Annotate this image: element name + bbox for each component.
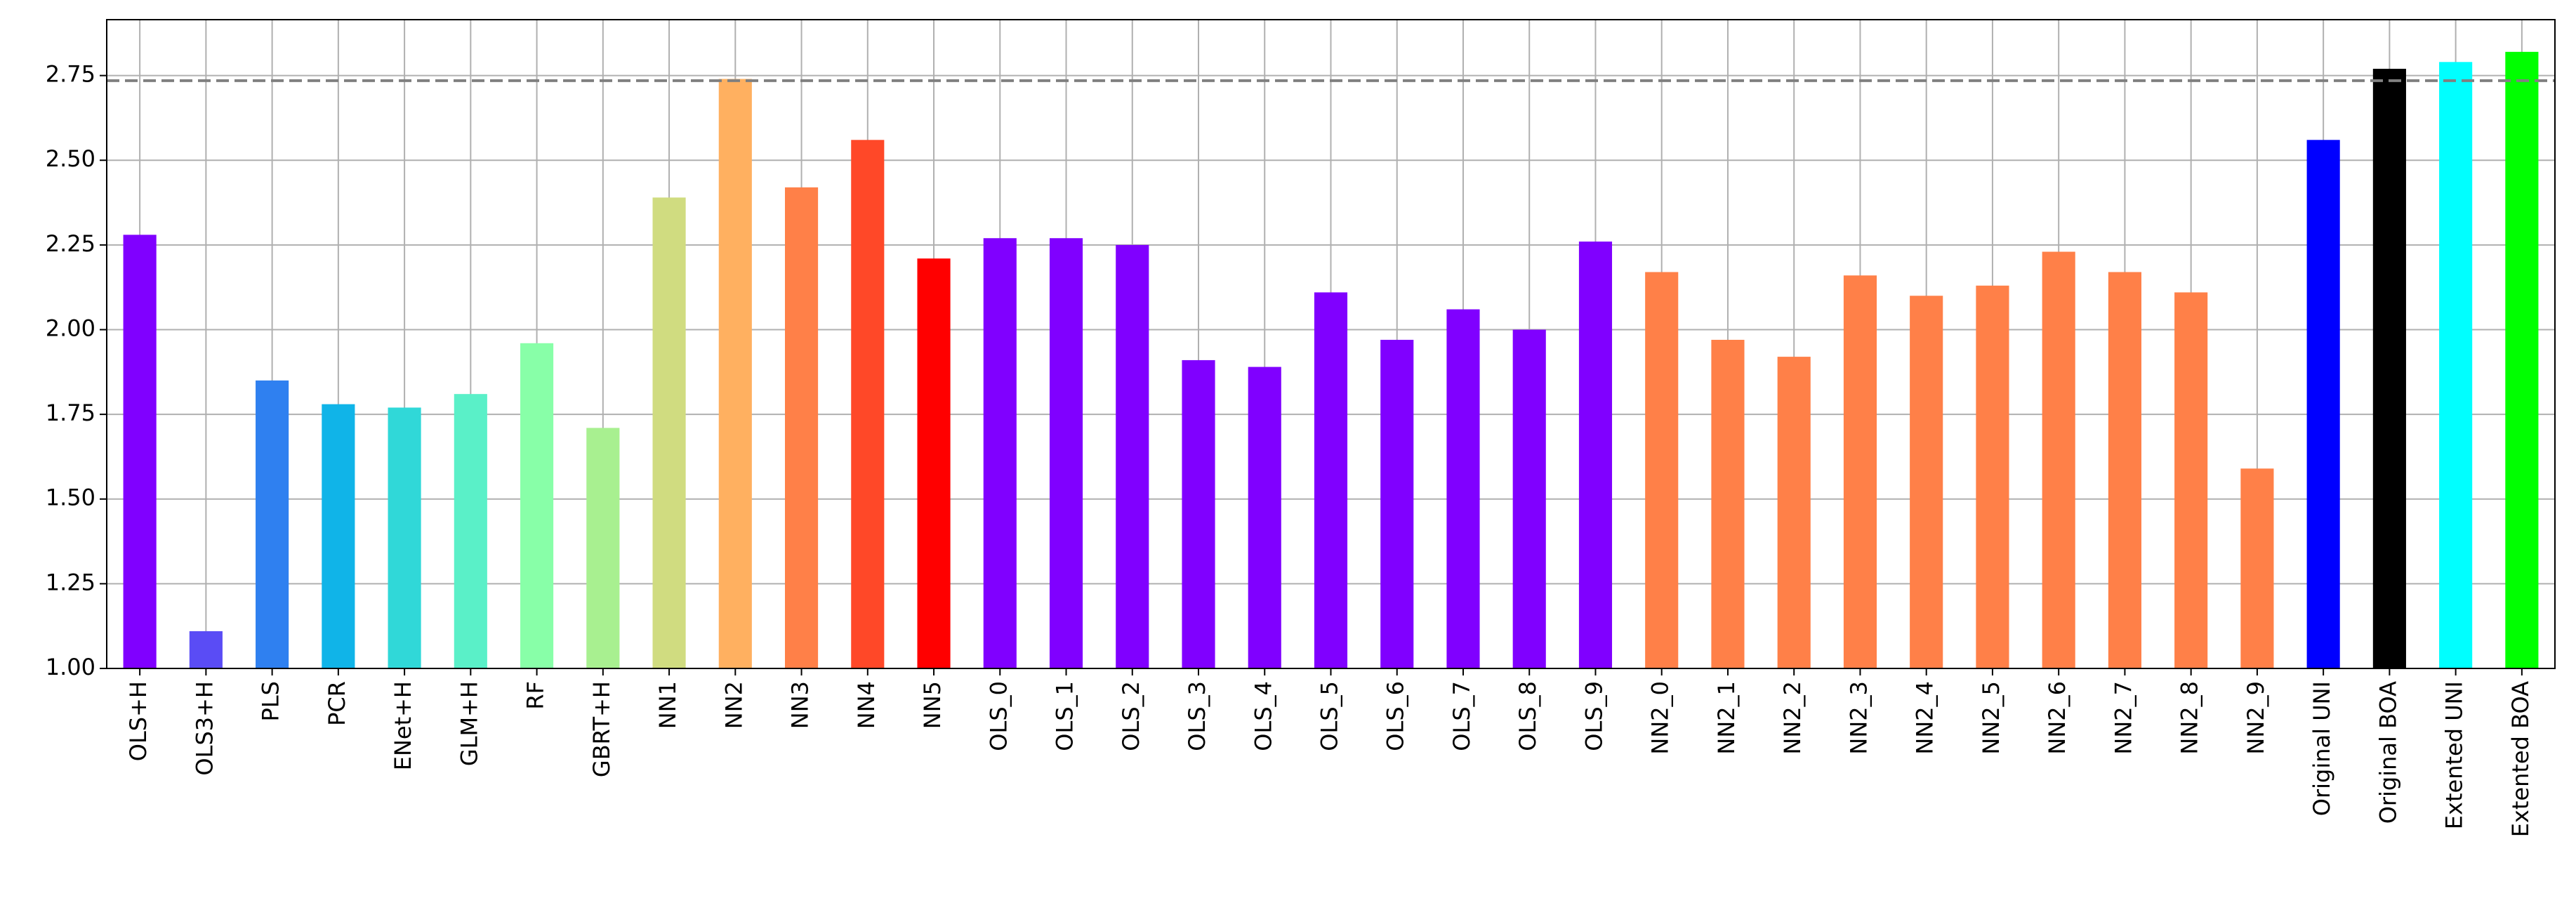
x-tick-label: OLS_4 <box>1250 681 1276 751</box>
bar <box>1910 296 1943 669</box>
bar <box>2042 251 2075 668</box>
bar <box>917 258 951 668</box>
bar <box>2174 292 2208 669</box>
bar <box>1976 285 2009 668</box>
bar <box>784 187 819 669</box>
bar <box>586 428 620 668</box>
x-tick-label: Original UNI <box>2309 681 2335 816</box>
x-tick-label: NN2 <box>720 681 747 729</box>
x-tick-label: OLS_8 <box>1514 681 1541 751</box>
bar <box>388 407 421 668</box>
x-tick-label: NN2_5 <box>1978 681 2004 755</box>
bar <box>2108 272 2141 668</box>
bar <box>983 238 1017 669</box>
x-tick-label: OLS_2 <box>1118 681 1144 751</box>
bar <box>1116 244 1149 669</box>
bar <box>1711 339 1745 668</box>
x-tick-label: GBRT+H <box>588 681 615 777</box>
x-tick-label: NN5 <box>919 681 946 729</box>
x-tick-label: NN4 <box>853 681 880 729</box>
bar <box>652 197 686 668</box>
y-tick-label: 1.25 <box>46 569 95 595</box>
bar <box>1380 339 1414 668</box>
x-tick-label: GLM+H <box>456 681 482 766</box>
x-tick-label: NN2_6 <box>2044 681 2070 755</box>
y-tick-label: 2.75 <box>46 61 95 88</box>
x-tick-label: NN2_2 <box>1779 681 1806 755</box>
bar <box>1645 272 1679 668</box>
x-tick-label: OLS_6 <box>1382 681 1409 751</box>
bar <box>2372 68 2406 669</box>
x-tick-label: OLS_1 <box>1052 681 1078 751</box>
x-tick-label: OLS_7 <box>1448 681 1475 751</box>
x-tick-label: OLS_0 <box>985 681 1012 751</box>
bar <box>718 79 752 668</box>
bar <box>1248 367 1281 668</box>
bar <box>1578 242 1613 669</box>
x-tick-label: OLS3+H <box>191 681 218 776</box>
x-tick-label: OLS+H <box>125 681 152 761</box>
x-tick-label: NN3 <box>787 681 814 729</box>
x-tick-label: Extented BOA <box>2507 681 2534 837</box>
y-tick-label: 1.00 <box>46 654 95 680</box>
x-tick-label: Extented UNI <box>2441 681 2468 829</box>
y-tick-label: 2.50 <box>46 145 95 172</box>
x-tick-label: OLS_9 <box>1580 681 1607 751</box>
x-tick-label: NN2_0 <box>1647 681 1674 755</box>
plot-frame <box>106 19 2556 669</box>
x-tick-label: NN2_4 <box>1912 681 1938 755</box>
x-tick-label: NN2_1 <box>1713 681 1740 755</box>
bar <box>454 394 487 668</box>
bar <box>1446 309 1480 668</box>
y-tick-label: 1.50 <box>46 484 95 511</box>
x-tick-label: RF <box>522 681 549 710</box>
bar <box>322 404 355 668</box>
bar <box>256 380 289 668</box>
y-tick-label: 2.25 <box>46 230 95 257</box>
x-tick-label: NN1 <box>654 681 681 729</box>
x-tick-label: PLS <box>258 681 284 721</box>
bar <box>2505 51 2539 668</box>
y-tick-label: 1.75 <box>46 400 95 426</box>
bar <box>851 140 885 669</box>
bar <box>1314 292 1348 669</box>
x-tick-label: NN2_7 <box>2110 681 2136 755</box>
bar <box>1182 359 1215 668</box>
x-tick-label: NN2_8 <box>2177 681 2203 755</box>
x-tick-label: PCR <box>324 681 350 726</box>
bar <box>1512 329 1546 668</box>
x-tick-label: OLS_3 <box>1184 681 1210 751</box>
bar <box>520 343 554 668</box>
x-tick-label: ENet+H <box>390 681 416 770</box>
bar <box>2439 62 2473 669</box>
bar <box>189 631 223 668</box>
x-tick-label: NN2_3 <box>1845 681 1872 755</box>
bar <box>2240 468 2274 668</box>
bar <box>1843 275 1877 668</box>
x-tick-label: OLS_5 <box>1316 681 1343 751</box>
bar <box>1777 357 1811 668</box>
bar <box>1049 238 1083 669</box>
bar <box>123 235 157 669</box>
x-tick-label: NN2_9 <box>2243 681 2269 755</box>
y-tick-label: 2.00 <box>46 315 95 341</box>
bar <box>2306 140 2340 669</box>
x-tick-label: Original BOA <box>2374 681 2401 824</box>
